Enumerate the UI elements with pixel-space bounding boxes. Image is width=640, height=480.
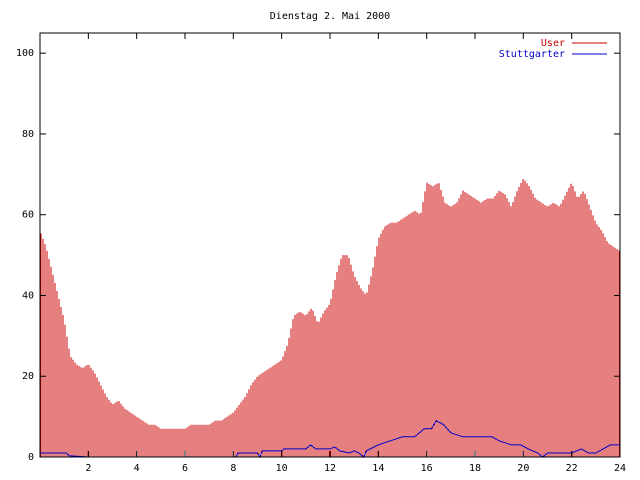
x-tick-label: 6 <box>182 463 188 474</box>
legend-user-label: User <box>541 38 565 49</box>
x-tick-label: 2 <box>85 463 91 474</box>
x-tick-label: 20 <box>517 463 529 474</box>
x-tick-label: 18 <box>469 463 481 474</box>
legend-stuttgarter-label: Stuttgarter <box>499 49 565 60</box>
stuttgarter-line-layer <box>40 420 620 459</box>
y-tick-label: 40 <box>22 290 34 301</box>
stuttgarter-line <box>40 420 620 459</box>
y-tick-label: 0 <box>28 452 34 463</box>
y-tick-label: 100 <box>16 48 34 59</box>
x-tick-label: 8 <box>230 463 236 474</box>
legend-lines <box>572 42 607 55</box>
x-tick-label: 14 <box>372 463 384 474</box>
x-tick-label: 4 <box>134 463 140 474</box>
text-layer: Dienstag 2. Mai 2000 User Stuttgarter <box>270 11 565 60</box>
x-tick-label: 24 <box>614 463 626 474</box>
x-tick-label: 12 <box>324 463 336 474</box>
y-tick-label: 20 <box>22 371 34 382</box>
y-tick-label: 60 <box>22 210 34 221</box>
chart-title: Dienstag 2. Mai 2000 <box>270 11 390 22</box>
x-tick-label: 10 <box>276 463 288 474</box>
x-tick-label: 16 <box>421 463 433 474</box>
user-bars-layer <box>40 179 620 457</box>
y-tick-label: 80 <box>22 129 34 140</box>
x-tick-label: 22 <box>566 463 578 474</box>
